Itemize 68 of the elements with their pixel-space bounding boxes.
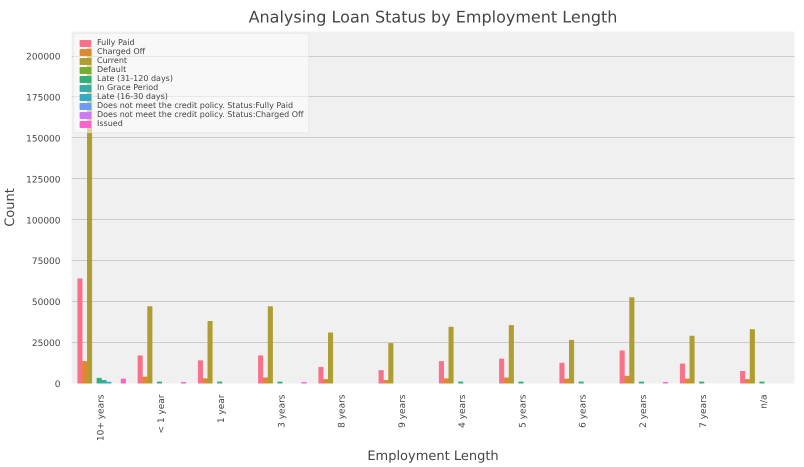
x-tick-label: n/a — [759, 394, 770, 409]
y-tick-label: 150000 — [26, 134, 61, 144]
bar — [744, 379, 750, 384]
bar — [564, 378, 570, 384]
x-tick-label: 5 years — [518, 394, 528, 428]
legend-label: In Grace Period — [97, 83, 158, 92]
x-tick-label: 8 years — [338, 394, 348, 428]
bar — [323, 379, 328, 384]
bar — [559, 362, 564, 384]
legend-label: Issued — [97, 119, 123, 128]
bar — [96, 378, 102, 384]
bar — [388, 343, 394, 384]
x-tick-label: 9 years — [398, 394, 408, 428]
x-tick-label: 3 years — [277, 394, 288, 428]
bar — [208, 321, 213, 384]
bar — [101, 380, 107, 384]
x-tick-label: 6 years — [578, 394, 589, 428]
bar — [147, 306, 152, 384]
bar — [499, 358, 504, 384]
bar — [258, 355, 264, 384]
bar — [629, 297, 634, 384]
bar — [740, 370, 746, 384]
bar — [82, 361, 88, 384]
y-tick-label: 25000 — [32, 339, 61, 350]
bar — [77, 278, 82, 384]
y-tick-label: 175000 — [26, 93, 61, 104]
x-tick-label: < 1 year — [156, 394, 167, 434]
bar — [508, 325, 514, 384]
bar — [202, 378, 208, 384]
bar — [569, 340, 574, 384]
chart-title: Analysing Loan Status by Employment Length — [248, 8, 618, 26]
legend-label: Current — [97, 56, 128, 65]
x-tick-label: 10+ years — [96, 394, 107, 442]
legend-label: Does not meet the credit policy. Status:Fully Paid — [97, 101, 294, 110]
bar — [620, 350, 625, 384]
y-axis-title: Count — [3, 188, 18, 227]
bar — [318, 366, 324, 384]
bar — [444, 378, 449, 384]
bar — [448, 326, 454, 384]
y-tick-label: 125000 — [26, 175, 61, 186]
y-tick-label: 0 — [54, 380, 61, 390]
bar — [684, 378, 690, 384]
y-tick-label: 75000 — [32, 257, 61, 268]
legend-label: Late (31-120 days) — [97, 74, 173, 83]
bar — [198, 360, 203, 384]
legend-label: Late (16-30 days) — [97, 92, 168, 101]
bar — [268, 306, 273, 384]
legend-label: Charged Off — [97, 47, 146, 56]
bar — [680, 364, 685, 384]
bar — [120, 378, 126, 384]
bar — [438, 361, 444, 384]
legend-label: Does not meet the credit policy. Status:Charged Off — [97, 110, 304, 119]
x-tick-label: 1 year — [217, 394, 228, 424]
bar — [328, 332, 334, 384]
bar — [378, 370, 384, 384]
x-axis-title: Employment Length — [367, 449, 499, 464]
legend-label: Fully Paid — [97, 38, 135, 47]
bar — [142, 376, 148, 384]
bar — [750, 329, 755, 384]
y-tick-label: 50000 — [32, 298, 61, 308]
y-tick-label: 100000 — [26, 216, 61, 226]
y-tick-label: 200000 — [26, 52, 61, 63]
x-tick-label: 4 years — [458, 394, 468, 428]
legend-label: Default — [97, 65, 126, 74]
bar — [690, 336, 695, 384]
x-tick-label: 2 years — [638, 394, 649, 428]
x-tick-label: 7 years — [699, 394, 710, 428]
bar — [138, 355, 143, 384]
